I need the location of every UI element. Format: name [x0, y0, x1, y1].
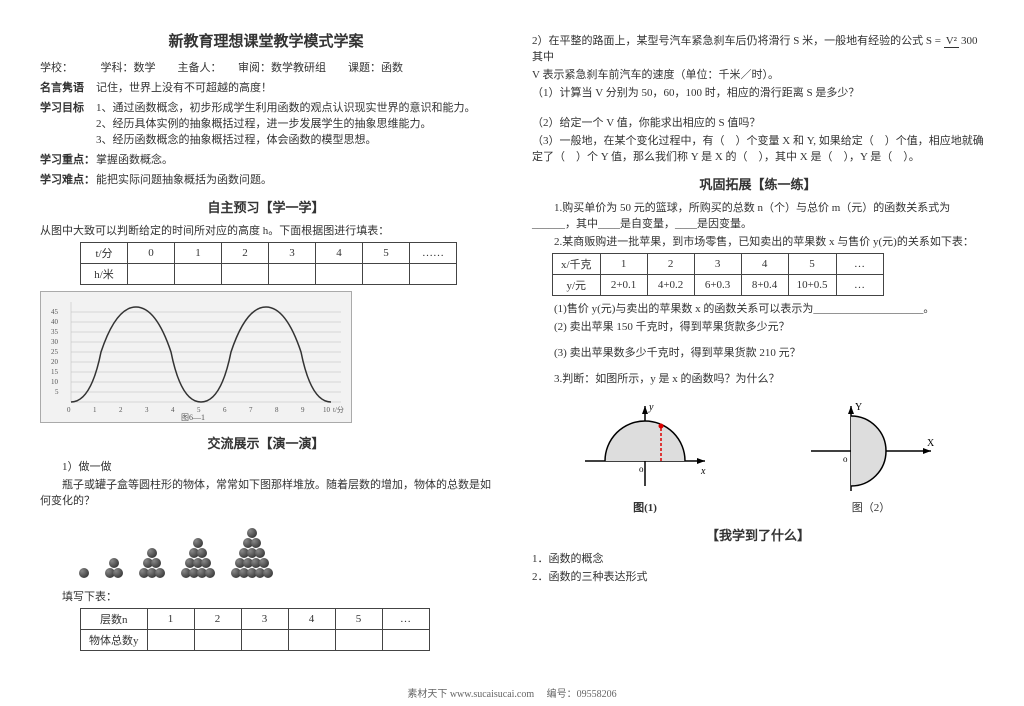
table-apple: x/千克 12 34 5… y/元 2+0.14+0.2 6+0.38+0.4 …: [552, 253, 884, 296]
graph-1: o x y 图(1): [575, 396, 715, 515]
sec2-fill: 填写下表：: [40, 588, 492, 604]
block-goal: 学习目标 1、通过函数概念，初步形成学生利用函数的观点认识现实世界的意识和能力。…: [40, 99, 492, 147]
section-learned: 【我学到了什么】: [532, 525, 984, 544]
svg-text:4: 4: [171, 406, 175, 414]
section-exchange: 交流展示【演一演】: [40, 433, 492, 452]
svg-text:40: 40: [51, 318, 59, 326]
fig2-label: 图（2）: [801, 499, 941, 515]
svg-text:5: 5: [55, 388, 59, 396]
table-height: t/分 0 1 2 3 4 5 …… h/米: [80, 242, 457, 285]
section-practice: 巩固拓展【练一练】: [532, 174, 984, 193]
block-quote: 名言隽语 记住，世界上没有不可超越的高度！: [40, 79, 492, 95]
svg-text:30: 30: [51, 338, 59, 346]
svg-text:图6—1: 图6—1: [181, 413, 205, 422]
q2b: (2) 卖出苹果 150 千克时，得到苹果货款多少元？: [532, 318, 984, 334]
q1: 1.购买单价为 50 元的篮球，所购买的总数 n（个）与总价 m（元）的函数关系…: [532, 199, 984, 231]
meta-line: 学校： 学科：数学 主备人： 审阅：数学教研组 课题：函数: [40, 59, 492, 75]
graph-2: o X Y 图（2）: [801, 396, 941, 515]
fig1-label: 图(1): [575, 499, 715, 515]
graph-row: o x y 图(1) o X Y 图（2）: [532, 396, 984, 515]
svg-text:y: y: [648, 402, 654, 413]
svg-text:0: 0: [67, 406, 71, 414]
learn1: 1．函数的概念: [532, 550, 984, 566]
svg-text:3: 3: [145, 406, 149, 414]
svg-text:x: x: [700, 466, 706, 477]
p2-intro: 2）在平整的路面上，某型号汽车紧急刹车后仍将滑行 S 米，一般地有经验的公式 S…: [532, 32, 984, 64]
learn2: 2．函数的三种表达形式: [532, 568, 984, 584]
svg-text:Y: Y: [855, 402, 862, 413]
sec2-p: 瓶子或罐子盒等圆柱形的物体，常常如下图那样堆放。随着层数的增加，物体的总数是如何…: [40, 476, 492, 508]
svg-text:7: 7: [249, 406, 253, 414]
svg-text:X: X: [927, 438, 935, 449]
q3: 3.判断：如图所示，y 是 x 的函数吗？为什么？: [532, 370, 984, 386]
section-preview: 自主预习【学一学】: [40, 197, 492, 216]
sec2-q1: 1）做一做: [40, 458, 492, 474]
q2a: (1)售价 y(元)与卖出的苹果数 x 的函数关系可以表示为__________…: [532, 300, 984, 316]
cylinder-stacks: [80, 518, 492, 578]
svg-text:o: o: [843, 454, 848, 464]
right-column: 2）在平整的路面上，某型号汽车紧急刹车后仍将滑行 S 米，一般地有经验的公式 S…: [532, 30, 984, 655]
svg-text:25: 25: [51, 348, 59, 356]
q2: 2.某商贩购进一批苹果，到市场零售，已知卖出的苹果数 x 与售价 y(元)的关系…: [532, 233, 984, 249]
fraction: V²300: [944, 35, 980, 47]
svg-text:45: 45: [51, 308, 59, 316]
svg-text:10: 10: [51, 378, 59, 386]
svg-text:15: 15: [51, 368, 59, 376]
svg-text:8: 8: [275, 406, 279, 414]
block-difficulty: 学习难点： 能把实际问题抽象概括为函数问题。: [40, 171, 492, 187]
wave-chart: 454035 302520 15105 012 345 678 910 t/分 …: [40, 291, 352, 423]
svg-text:6: 6: [223, 406, 227, 414]
sec1-note: 从图中大致可以判断给定的时间所对应的高度 h。下面根据图进行填表：: [40, 222, 492, 238]
p2-q3: （3）一般地，在某个变化过程中，有（ ）个变量 X 和 Y, 如果给定（ ）个值…: [532, 132, 984, 164]
table-stack: 层数n 12 34 5… 物体总数y: [80, 608, 430, 651]
svg-text:9: 9: [301, 406, 305, 414]
footer: 素材天下 www.sucaisucai.com 编号：09558206: [0, 685, 1024, 700]
p2-q2: （2）给定一个 V 值，你能求出相应的 S 值吗？: [532, 114, 984, 130]
svg-text:20: 20: [51, 358, 59, 366]
left-column: 新教育理想课堂教学模式学案 学校： 学科：数学 主备人： 审阅：数学教研组 课题…: [40, 30, 492, 655]
svg-text:35: 35: [51, 328, 59, 336]
p2-line2: V 表示紧急刹车前汽车的速度（单位：千米／时）。: [532, 66, 984, 82]
svg-text:1: 1: [93, 406, 97, 414]
block-keypoint: 学习重点： 掌握函数概念。: [40, 151, 492, 167]
svg-text:o: o: [639, 464, 644, 474]
doc-title: 新教育理想课堂教学模式学案: [40, 30, 492, 51]
svg-text:10: 10: [323, 406, 331, 414]
p2-q1: （1）计算当 V 分别为 50，60，100 时，相应的滑行距离 S 是多少？: [532, 84, 984, 100]
q2c: (3) 卖出苹果数多少千克时，得到苹果货款 210 元？: [532, 344, 984, 360]
svg-text:t/分: t/分: [333, 405, 344, 414]
svg-text:2: 2: [119, 406, 123, 414]
